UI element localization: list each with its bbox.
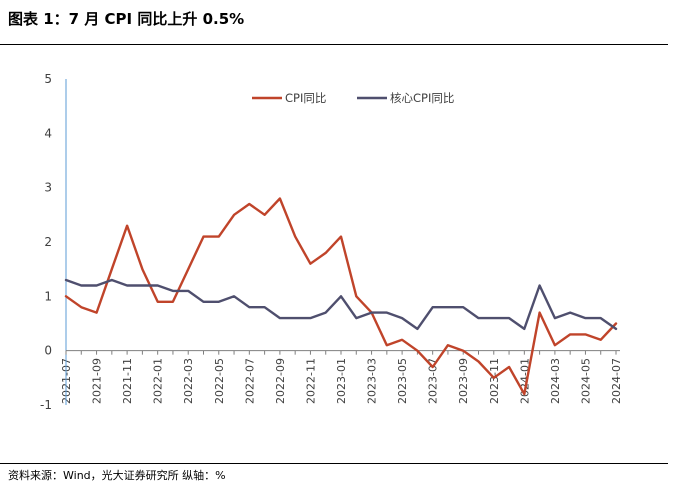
core-cpi-line — [64, 278, 618, 331]
title-rule — [0, 44, 668, 45]
y-tick-label: 1 — [44, 289, 52, 303]
x-tick-label: 2022-07 — [243, 358, 256, 404]
x-tick-label: 2023-11 — [488, 358, 501, 404]
x-axis-ticks: 2021-072021-092021-112022-012022-032022-… — [60, 358, 623, 404]
x-tick-label: 2024-03 — [549, 358, 562, 404]
y-tick-label: 4 — [44, 126, 52, 140]
x-tick-label: 2021-11 — [121, 358, 134, 404]
y-tick-label: 3 — [44, 181, 52, 195]
x-tick-label: 2023-07 — [427, 358, 440, 404]
y-tick-label: 5 — [44, 72, 52, 86]
x-tick-label: 2023-03 — [366, 358, 379, 404]
x-tick-label: 2023-05 — [396, 358, 409, 404]
x-tick-label: 2024-07 — [610, 358, 623, 404]
source-note: 资料来源：Wind，光大证券研究所 纵轴：% — [8, 469, 226, 482]
y-tick-label: -1 — [40, 398, 52, 412]
footer-rule — [0, 463, 668, 464]
series-lines — [64, 197, 618, 396]
x-tick-label: 2022-09 — [274, 358, 287, 404]
x-tick-label: 2022-03 — [182, 358, 195, 404]
x-tick-label: 2022-11 — [304, 358, 317, 404]
x-tick-label: 2024-05 — [579, 358, 592, 404]
y-axis-ticks: -1 0 1 2 3 4 5 — [40, 72, 52, 412]
y-tick-label: 2 — [44, 235, 52, 249]
axes — [65, 79, 620, 405]
y-tick-label: 0 — [44, 344, 52, 358]
x-tick-label: 2022-01 — [152, 358, 165, 404]
legend-label: CPI同比 — [285, 91, 326, 105]
x-tick-label: 2021-09 — [91, 358, 104, 404]
chart-title: 图表 1：7 月 CPI 同比上升 0.5% — [8, 10, 245, 28]
legend-label: 核心CPI同比 — [390, 91, 454, 105]
x-tick-label: 2022-05 — [213, 358, 226, 404]
x-tick-label: 2023-09 — [457, 358, 470, 404]
legend: CPI同比 核心CPI同比 — [252, 91, 454, 105]
x-tick-label: 2023-01 — [335, 358, 348, 404]
cpi-line — [64, 197, 618, 396]
